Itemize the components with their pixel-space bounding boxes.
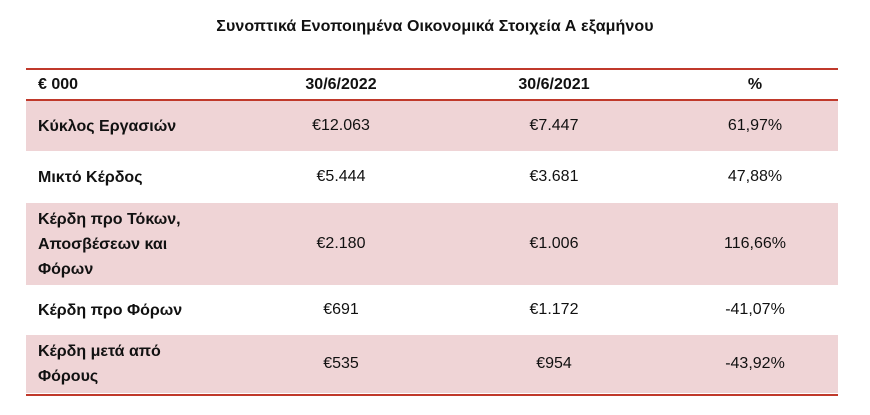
header-units: € 000 (38, 76, 79, 93)
value-2021: €7.447 (529, 117, 579, 134)
value-2022: €12.063 (312, 117, 370, 134)
financial-table: € 000 30/6/2022 30/6/2021 % Κύκλος Εργασ… (26, 68, 838, 393)
header-2022: 30/6/2022 (305, 75, 377, 93)
value-2021: €1.172 (529, 301, 579, 318)
row-label: Μικτό Κέρδος (38, 168, 143, 186)
table-row: Κέρδη μετά από Φόρους €535 €954 -43,92% (26, 335, 838, 393)
value-2022: €535 (323, 355, 359, 372)
value-2022: €5.444 (316, 168, 366, 185)
value-percent: 47,88% (727, 168, 783, 185)
row-label: Κέρδη προ Τόκων, Αποσβέσεων και Φόρων (38, 210, 181, 278)
value-2022: €691 (323, 301, 359, 318)
value-2021: €1.006 (529, 235, 579, 252)
header-percent: % (747, 75, 763, 93)
table-row: Κέρδη προ Τόκων, Αποσβέσεων και Φόρων €2… (26, 203, 838, 285)
table-bottom-rule (26, 394, 838, 396)
value-percent: -43,92% (725, 355, 785, 372)
value-2022: €2.180 (316, 235, 366, 252)
page-title: Συνοπτικά Ενοποιημένα Οικονομικά Στοιχεί… (216, 18, 654, 35)
value-percent: 116,66% (724, 235, 786, 252)
value-2021: €3.681 (529, 168, 579, 185)
row-label: Κέρδη προ Φόρων (38, 301, 183, 319)
value-percent: 61,97% (727, 117, 783, 134)
row-label: Κύκλος Εργασιών (38, 117, 177, 135)
table-row: Μικτό Κέρδος €5.444 €3.681 47,88% (26, 151, 838, 203)
value-2021: €954 (536, 355, 572, 372)
table-row: Κέρδη προ Φόρων €691 €1.172 -41,07% (26, 285, 838, 335)
value-percent: -41,07% (725, 301, 785, 318)
table-header-row: € 000 30/6/2022 30/6/2021 % (26, 68, 838, 101)
table-row: Κύκλος Εργασιών €12.063 €7.447 61,97% (26, 101, 838, 151)
header-2021: 30/6/2021 (518, 75, 590, 93)
row-label: Κέρδη μετά από Φόρους (38, 343, 161, 385)
